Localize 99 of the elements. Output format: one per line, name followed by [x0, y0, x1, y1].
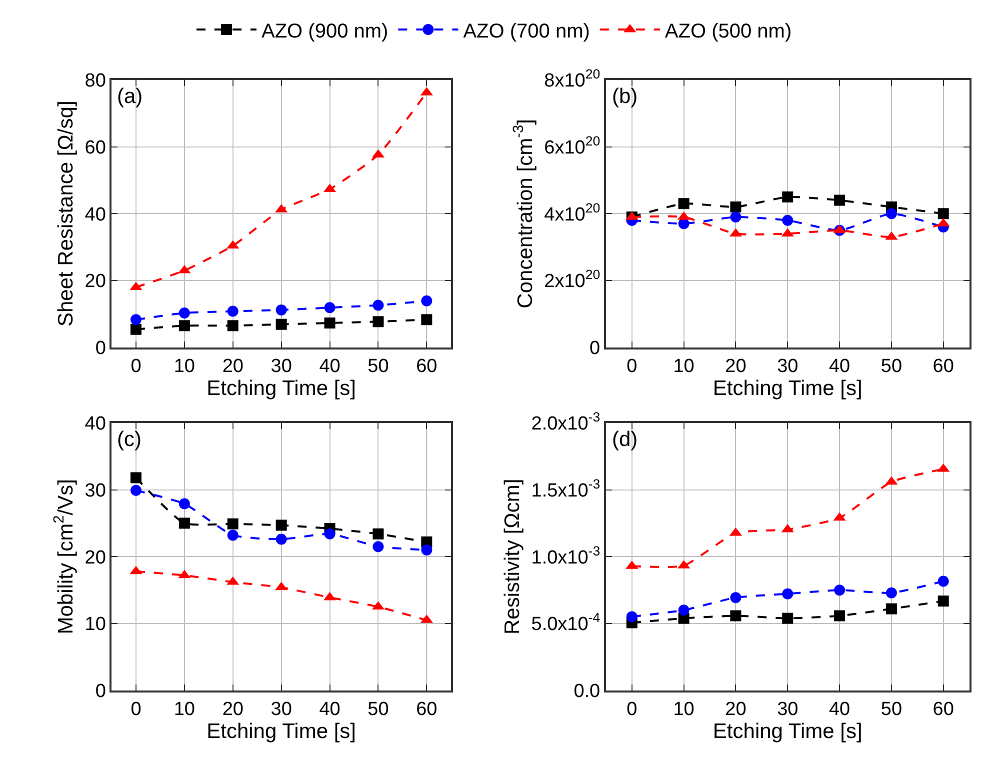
point	[834, 584, 846, 596]
y-axis-title: Sheet Resistance [Ω/sq]	[54, 100, 78, 327]
x-tick-label: 0	[626, 356, 638, 378]
point	[730, 592, 742, 604]
y-tick-label: 30	[84, 480, 106, 502]
x-tick-label: 60	[932, 699, 954, 720]
annotation: (c)	[117, 428, 142, 451]
y-tick-label: 5.0x10$^{-4}$	[531, 610, 600, 636]
x-tick-label: 0	[626, 699, 638, 720]
x-tick-label: 60	[416, 699, 438, 720]
point	[626, 611, 638, 622]
y-tick-label: 0	[95, 681, 106, 702]
point	[782, 612, 794, 624]
x-tick-label: 50	[880, 699, 902, 720]
point	[938, 576, 949, 587]
point	[678, 604, 690, 616]
point	[886, 587, 897, 598]
point	[130, 324, 142, 335]
x-axis-title: Etching Time [s]	[712, 720, 862, 744]
y-tick-label: 0	[95, 338, 106, 360]
legend-label: AZO (500 nm)	[664, 20, 792, 42]
point	[130, 472, 142, 484]
y-tick-label: 0	[590, 338, 600, 360]
point	[372, 316, 384, 328]
y-tick-label: 20	[84, 271, 106, 292]
x-tick-label: 20	[222, 356, 244, 378]
x-tick-label: 40	[828, 699, 850, 720]
point	[178, 518, 190, 529]
x-tick-label: 50	[368, 699, 389, 720]
point	[227, 530, 238, 541]
x-axis-title: Etching Time [s]	[712, 377, 862, 400]
y-tick-label: 4x10$^{20}$	[544, 200, 600, 226]
point	[421, 544, 432, 556]
point	[276, 318, 287, 330]
point	[227, 320, 238, 332]
x-tick-label: 30	[270, 356, 292, 378]
y-tick-label: 60	[84, 137, 106, 158]
point	[730, 610, 742, 622]
point	[421, 295, 432, 306]
y-tick-label: 8x10$^{20}$	[544, 66, 600, 92]
y-axis-title: Resistivity [Ωcm]	[500, 478, 524, 634]
point	[130, 484, 142, 496]
point	[324, 528, 336, 540]
annotation: (b)	[612, 85, 638, 108]
x-tick-label: 40	[319, 699, 340, 720]
x-tick-label: 10	[174, 356, 195, 378]
x-tick-label: 30	[777, 356, 798, 378]
y-tick-label: 40	[84, 204, 106, 226]
y-tick-label: 2.0x10$^{-3}$	[531, 410, 600, 435]
y-tick-label: 10	[84, 614, 106, 636]
x-tick-label: 0	[130, 356, 142, 378]
y-tick-label: 1.5x10$^{-3}$	[531, 476, 600, 502]
x-tick-label: 10	[673, 356, 694, 378]
x-tick-label: 10	[174, 699, 195, 720]
x-tick-label: 30	[777, 699, 798, 720]
point	[372, 528, 384, 540]
annotation: (a)	[117, 85, 143, 108]
point	[276, 534, 287, 545]
x-tick-label: 20	[222, 699, 244, 720]
point	[938, 596, 949, 607]
y-tick-label: 40	[84, 414, 106, 435]
annotation: (d)	[612, 428, 638, 451]
x-tick-label: 10	[673, 699, 694, 720]
point	[178, 307, 190, 318]
point	[130, 314, 142, 326]
point	[227, 306, 238, 317]
x-tick-label: 60	[932, 356, 954, 378]
x-tick-label: 30	[270, 699, 292, 720]
point	[834, 610, 846, 622]
point	[227, 518, 238, 530]
y-tick-label: 0.0	[574, 681, 600, 702]
y-tick-label: 1.0x10$^{-3}$	[531, 543, 600, 568]
point	[421, 314, 432, 326]
point	[276, 520, 287, 531]
point	[324, 302, 336, 314]
x-tick-label: 40	[319, 356, 340, 378]
x-tick-label: 60	[416, 356, 438, 378]
point	[178, 320, 190, 332]
point	[886, 603, 897, 614]
x-tick-label: 40	[828, 356, 850, 378]
y-tick-label: 20	[84, 547, 106, 568]
point	[324, 318, 336, 328]
point	[782, 588, 794, 600]
x-tick-label: 50	[880, 356, 902, 378]
point	[372, 541, 384, 552]
point	[276, 304, 287, 316]
x-tick-label: 50	[368, 356, 389, 378]
y-tick-label: 2x10$^{20}$	[544, 267, 600, 292]
x-axis-title: Etching Time [s]	[206, 720, 356, 744]
legend-label: AZO (700 nm)	[463, 20, 590, 42]
point	[372, 300, 384, 311]
x-tick-label: 20	[725, 356, 746, 378]
y-tick-label: 80	[84, 70, 106, 92]
x-tick-label: 20	[725, 699, 746, 720]
x-tick-label: 0	[130, 699, 142, 720]
point	[178, 498, 190, 510]
legend-label: AZO (900 nm)	[262, 20, 388, 42]
y-tick-label: 6x10$^{20}$	[544, 133, 600, 158]
x-axis-title: Etching Time [s]	[206, 377, 356, 400]
